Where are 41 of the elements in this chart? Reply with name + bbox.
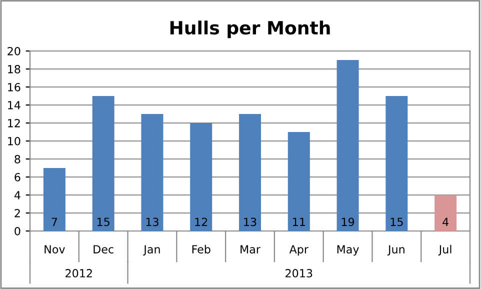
x-tick-label: Nov bbox=[44, 245, 65, 254]
y-tick-label: 0 bbox=[14, 226, 20, 236]
data-label: 11 bbox=[293, 218, 305, 226]
x-tick-label: Mar bbox=[240, 245, 260, 254]
y-tick-label: 16 bbox=[8, 82, 20, 92]
bar bbox=[43, 168, 66, 231]
bar bbox=[141, 114, 164, 231]
bar bbox=[336, 60, 359, 231]
data-label: 15 bbox=[390, 218, 403, 226]
bar bbox=[288, 132, 310, 231]
data-label: 4 bbox=[442, 218, 448, 226]
x-tick-label: Dec bbox=[94, 245, 114, 254]
text: 2012 bbox=[66, 269, 92, 278]
data-label: 13 bbox=[146, 218, 158, 226]
data-label: 13 bbox=[244, 218, 256, 226]
x-tick-label: Jul bbox=[438, 244, 452, 256]
y-tick-label: 12 bbox=[8, 118, 20, 128]
chart-title: Hulls per Month bbox=[170, 20, 330, 38]
bar bbox=[190, 123, 212, 231]
y-tick-label: 18 bbox=[8, 64, 20, 74]
y-tick-label: 6 bbox=[14, 172, 20, 182]
data-label: 12 bbox=[195, 218, 208, 226]
x-tick-label: Jan bbox=[143, 245, 160, 256]
x-tick-label: May bbox=[337, 245, 359, 256]
y-tick-label: 20 bbox=[8, 46, 20, 56]
data-label: 15 bbox=[97, 218, 110, 226]
data-label: 7 bbox=[52, 218, 58, 226]
bar bbox=[434, 195, 457, 231]
y-tick-label: 2 bbox=[14, 208, 20, 218]
bar bbox=[239, 114, 261, 231]
y-tick-label: 14 bbox=[8, 101, 20, 110]
bar bbox=[92, 96, 114, 231]
x-tick-label: Jun bbox=[387, 245, 404, 256]
y-tick-label: 8 bbox=[14, 154, 20, 164]
x-tick-label: Apr bbox=[289, 245, 308, 256]
data-label: 19 bbox=[342, 218, 354, 226]
y-tick-label: 10 bbox=[8, 136, 20, 146]
y-tick-label: 4 bbox=[14, 191, 20, 200]
x-tick-label: Feb bbox=[192, 244, 210, 254]
text: 2013 bbox=[286, 269, 312, 278]
bar bbox=[386, 96, 408, 231]
